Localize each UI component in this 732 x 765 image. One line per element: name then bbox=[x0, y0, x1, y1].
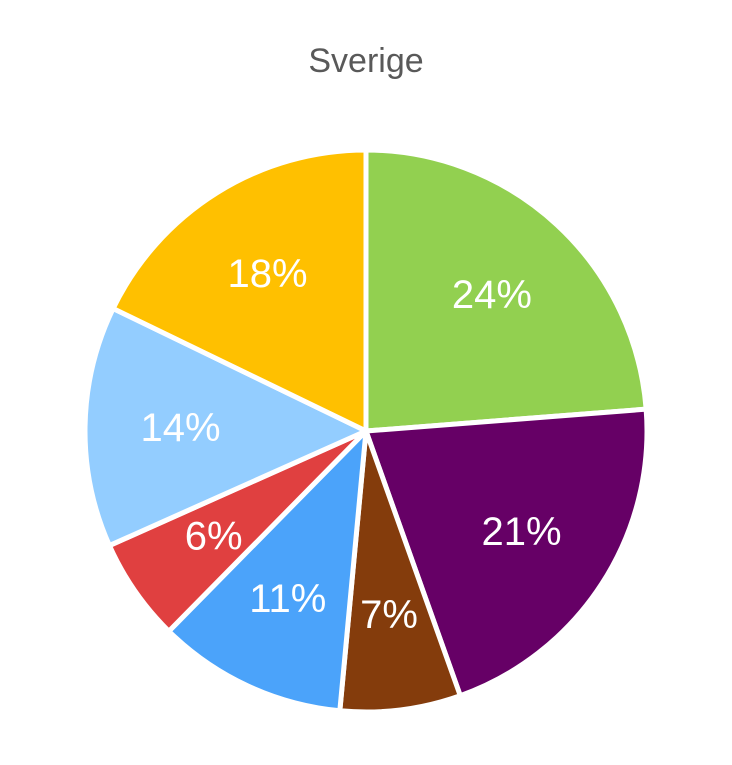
chart-title: Sverige bbox=[308, 42, 424, 80]
data-label: 7% bbox=[360, 593, 418, 637]
pie-slice bbox=[363, 147, 649, 434]
pie-slice bbox=[82, 306, 369, 549]
data-label: 14% bbox=[141, 406, 221, 450]
pie-slice bbox=[110, 147, 369, 434]
data-label: 18% bbox=[227, 252, 307, 296]
data-label: 24% bbox=[452, 273, 532, 317]
data-label: 6% bbox=[185, 515, 243, 559]
data-label: 11% bbox=[249, 577, 326, 621]
data-label: 21% bbox=[482, 510, 562, 554]
pie-slice bbox=[166, 428, 369, 714]
